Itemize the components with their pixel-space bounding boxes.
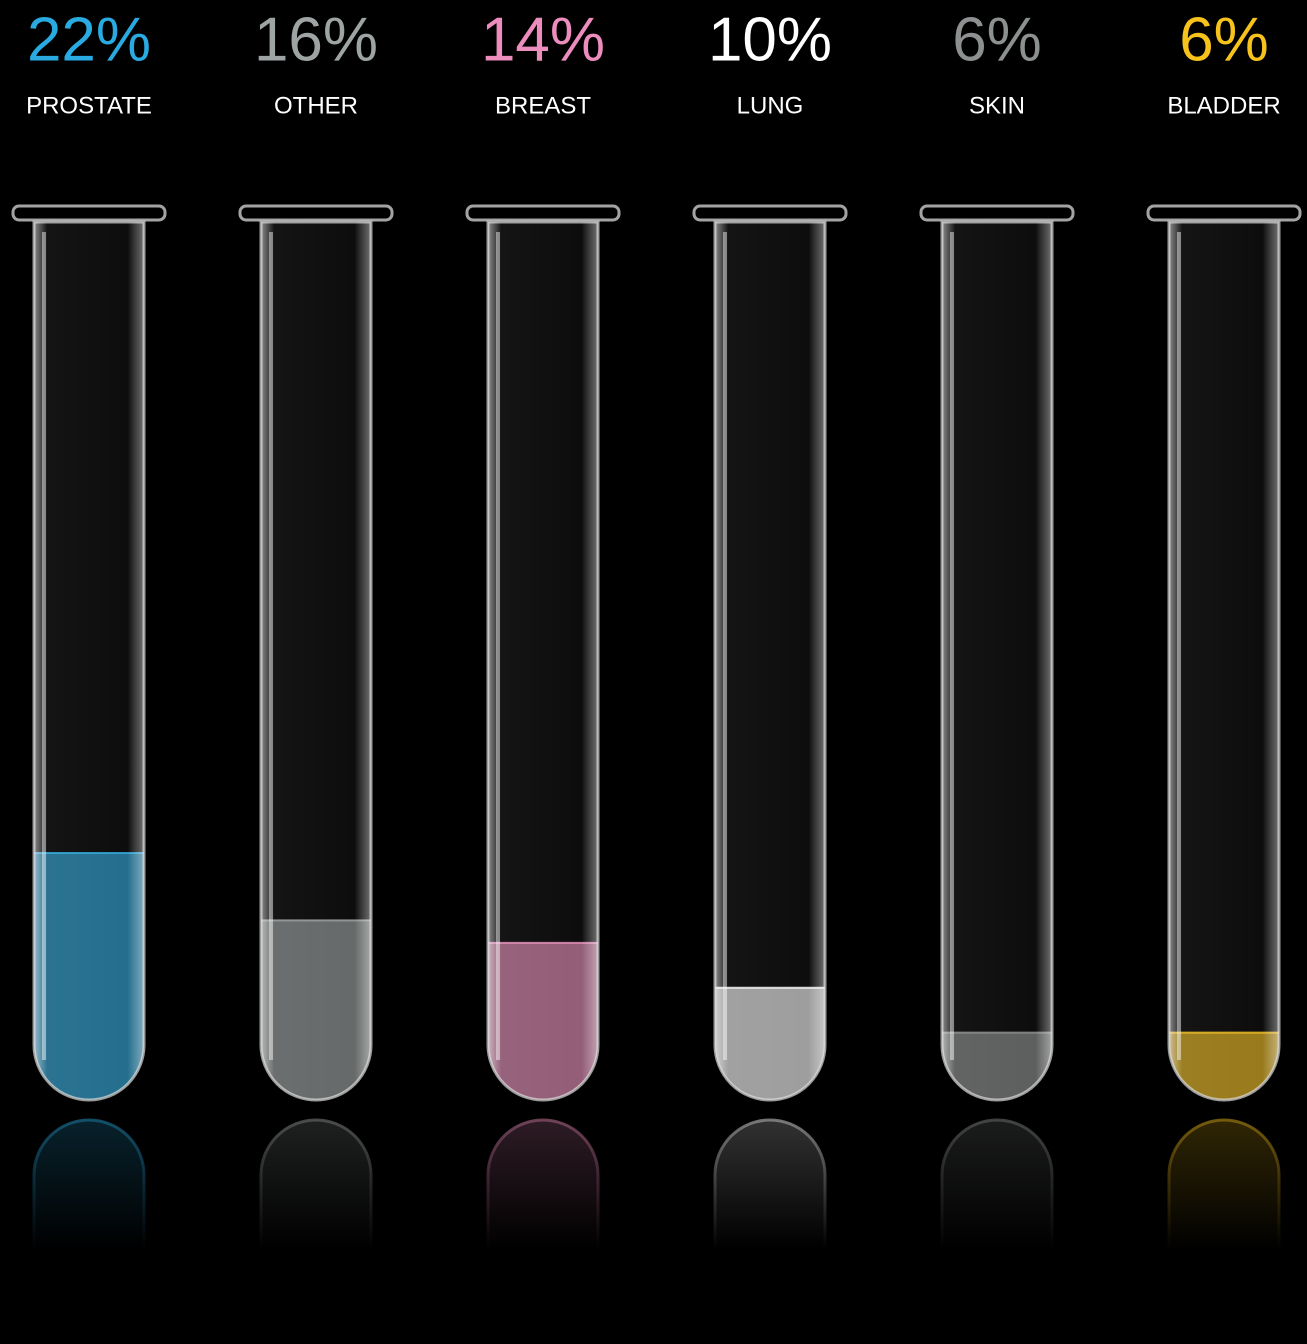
reflection-shape — [259, 1118, 373, 1250]
value-label: 14% — [481, 5, 605, 74]
category-label: BLADDER — [1167, 92, 1280, 119]
value-label: 16% — [254, 5, 378, 74]
category-label: OTHER — [274, 92, 358, 119]
value-label: 6% — [952, 5, 1042, 74]
reflection — [713, 1118, 827, 1250]
reflection-shape — [940, 1118, 1054, 1250]
reflection — [486, 1118, 600, 1250]
tube-glass — [259, 220, 373, 1102]
reflection — [32, 1118, 146, 1250]
category-label: SKIN — [969, 92, 1025, 119]
category-label: BREAST — [495, 92, 591, 119]
reflection-shape — [1167, 1118, 1281, 1250]
reflection — [940, 1118, 1054, 1250]
reflection-shape — [713, 1118, 827, 1250]
tube-glass — [940, 220, 1054, 1102]
value-label: 10% — [708, 5, 832, 74]
tube-glass — [486, 220, 600, 1102]
tube-rim — [1146, 204, 1302, 222]
category-label: PROSTATE — [26, 92, 152, 119]
reflection-shape — [486, 1118, 600, 1250]
tube-rim — [11, 204, 167, 222]
reflection-shape — [32, 1118, 146, 1250]
tube-glass — [713, 220, 827, 1102]
tube-glass — [1167, 220, 1281, 1102]
tube-glass — [32, 220, 146, 1102]
reflection — [259, 1118, 373, 1250]
tube-rim — [465, 204, 621, 222]
tube-rim — [692, 204, 848, 222]
value-label: 6% — [1179, 5, 1269, 74]
value-label: 22% — [27, 5, 151, 74]
tube-rim — [919, 204, 1075, 222]
reflection — [1167, 1118, 1281, 1250]
category-label: LUNG — [737, 92, 804, 119]
tube-rim — [238, 204, 394, 222]
